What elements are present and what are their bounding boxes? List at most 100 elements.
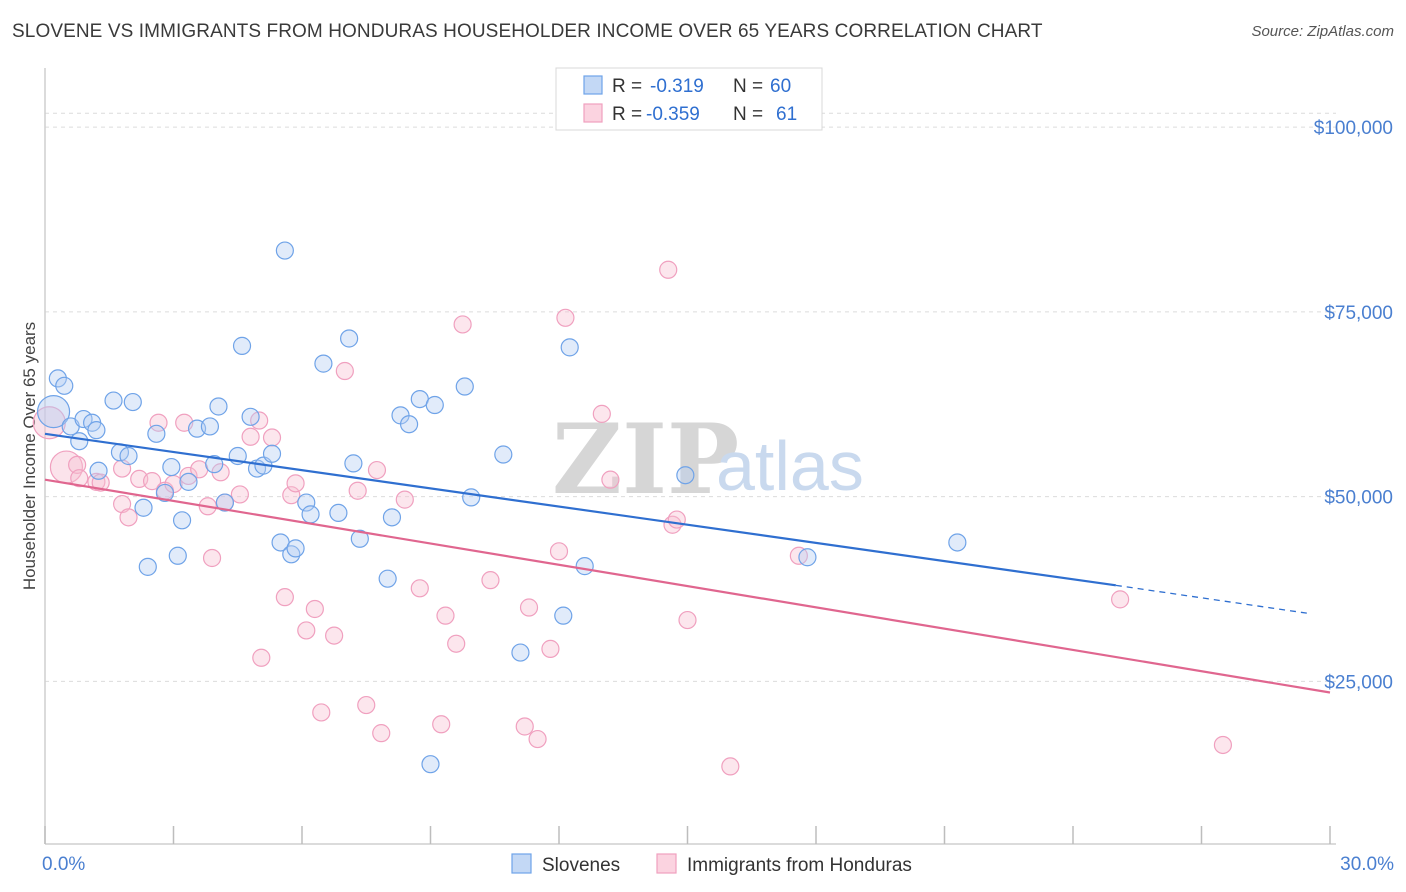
y-tick-label-1: $75,000 [1324,303,1393,324]
legend-n-label-honduras: N = [733,104,763,125]
slovenes-point-36 [297,493,316,512]
honduras-point-8 [119,508,138,527]
honduras-point-42 [447,634,466,653]
y-axis-label: Householder Income Over 65 years [20,322,39,590]
honduras-point-24 [252,648,271,667]
honduras-point-51 [592,404,611,423]
honduras-point-50 [556,308,575,327]
slovenes-point-20 [179,472,198,491]
x-tick-label-max: 30.0% [1340,854,1394,875]
x-ticks [44,826,1331,844]
honduras-point-10 [142,472,162,491]
legend-bottom-label-slovenes: Slovenes [542,855,620,876]
slovenes-point-37 [301,505,320,524]
slovenes-point-54 [560,338,579,357]
honduras-point-52 [601,470,620,489]
slovenes-point-17 [162,457,181,477]
honduras-trend-line [44,478,1331,694]
y-tick-label-3: $25,000 [1324,672,1393,693]
slovenes-trend-extension [1115,584,1309,615]
slovenes-point-52 [511,643,530,662]
legend-n-label-slovenes: N = [733,76,763,97]
slovenes-point-9 [104,391,123,410]
legend-bottom-label-honduras: Immigrants from Honduras [687,855,912,876]
y-tick-label-2: $50,000 [1324,488,1393,509]
honduras-point-29 [297,621,316,640]
slovenes-point-57 [798,548,817,567]
honduras-point-36 [367,460,387,480]
honduras-point-45 [515,717,534,736]
legend-swatch-slovenes [583,75,603,95]
watermark-zip: ZIP [552,403,739,516]
honduras-point-40 [432,715,451,734]
honduras-point-15 [179,466,198,486]
legend-top: R = -0.319 N = 60 R = -0.359 N = 61 [555,67,823,131]
honduras-point-33 [335,361,354,381]
slovenes-point-39 [329,503,348,523]
y-tick-labels: $100,000 $75,000 $50,000 $25,000 [1314,118,1393,693]
honduras-point-48 [541,639,560,658]
slovenes-point-12 [123,392,142,412]
y-tick-label-0: $100,000 [1314,118,1393,139]
honduras-point-18 [202,548,222,568]
legend-r-label-slovenes: R = [612,76,642,97]
honduras-point-3 [70,469,89,488]
honduras-point-43 [453,315,472,334]
slovenes-point-59 [421,755,440,774]
honduras-point-60 [1213,735,1233,755]
slovenes-point-19 [172,511,192,530]
slovenes-point-2 [55,376,74,395]
slovenes-point-25 [215,493,234,512]
honduras-point-11 [149,413,168,432]
slovenes-point-22 [200,417,220,436]
honduras-point-37 [372,724,391,743]
legend-swatch-honduras [583,103,603,123]
slovenes-point-23 [205,455,224,474]
legend-bottom-swatch-slovenes [511,853,532,874]
honduras-point-28 [286,474,305,493]
honduras-points [32,260,1233,776]
legend-r-value-honduras: -0.359 [646,104,700,125]
honduras-point-34 [348,481,367,500]
slovenes-point-33 [275,241,294,260]
slovenes-point-41 [344,454,363,473]
honduras-point-32 [325,626,344,645]
legend-n-value-honduras: 61 [776,104,797,125]
axes [44,68,1336,845]
honduras-point-57 [721,757,740,776]
honduras-point-31 [312,703,331,722]
honduras-point-44 [481,571,500,590]
slovenes-point-27 [232,336,252,355]
watermark: ZIP atlas [552,403,864,516]
slovenes-point-42 [350,529,369,548]
slovenes-point-0 [36,395,71,429]
slovenes-point-14 [138,557,157,576]
slovenes-point-53 [554,606,573,625]
slovenes-point-4 [70,432,89,451]
slovenes-point-28 [241,407,260,426]
honduras-point-49 [549,542,569,561]
slovenes-point-50 [462,488,481,507]
slovenes-point-35 [286,539,305,558]
legend-bottom: Slovenes Immigrants from Honduras [511,853,912,876]
slovenes-points [36,241,967,774]
legend-r-label-honduras: R = [612,104,642,125]
honduras-point-47 [528,729,547,749]
honduras-point-53 [659,260,678,279]
watermark-atlas: atlas [716,427,864,505]
slovenes-point-55 [575,557,594,576]
slovenes-point-15 [147,424,166,443]
honduras-point-39 [410,579,429,598]
slovenes-point-7 [87,421,106,440]
honduras-point-21 [230,485,249,504]
slovenes-point-44 [382,508,402,527]
honduras-point-30 [305,599,324,619]
chart-title: SLOVENE VS IMMIGRANTS FROM HONDURAS HOUS… [12,21,1043,42]
slovenes-point-40 [340,329,359,348]
slovenes-point-51 [494,445,513,464]
slovenes-point-48 [425,395,444,415]
honduras-point-25 [262,428,282,447]
slovenes-point-43 [378,569,397,588]
honduras-point-55 [667,510,686,529]
legend-bottom-swatch-honduras [656,853,677,874]
